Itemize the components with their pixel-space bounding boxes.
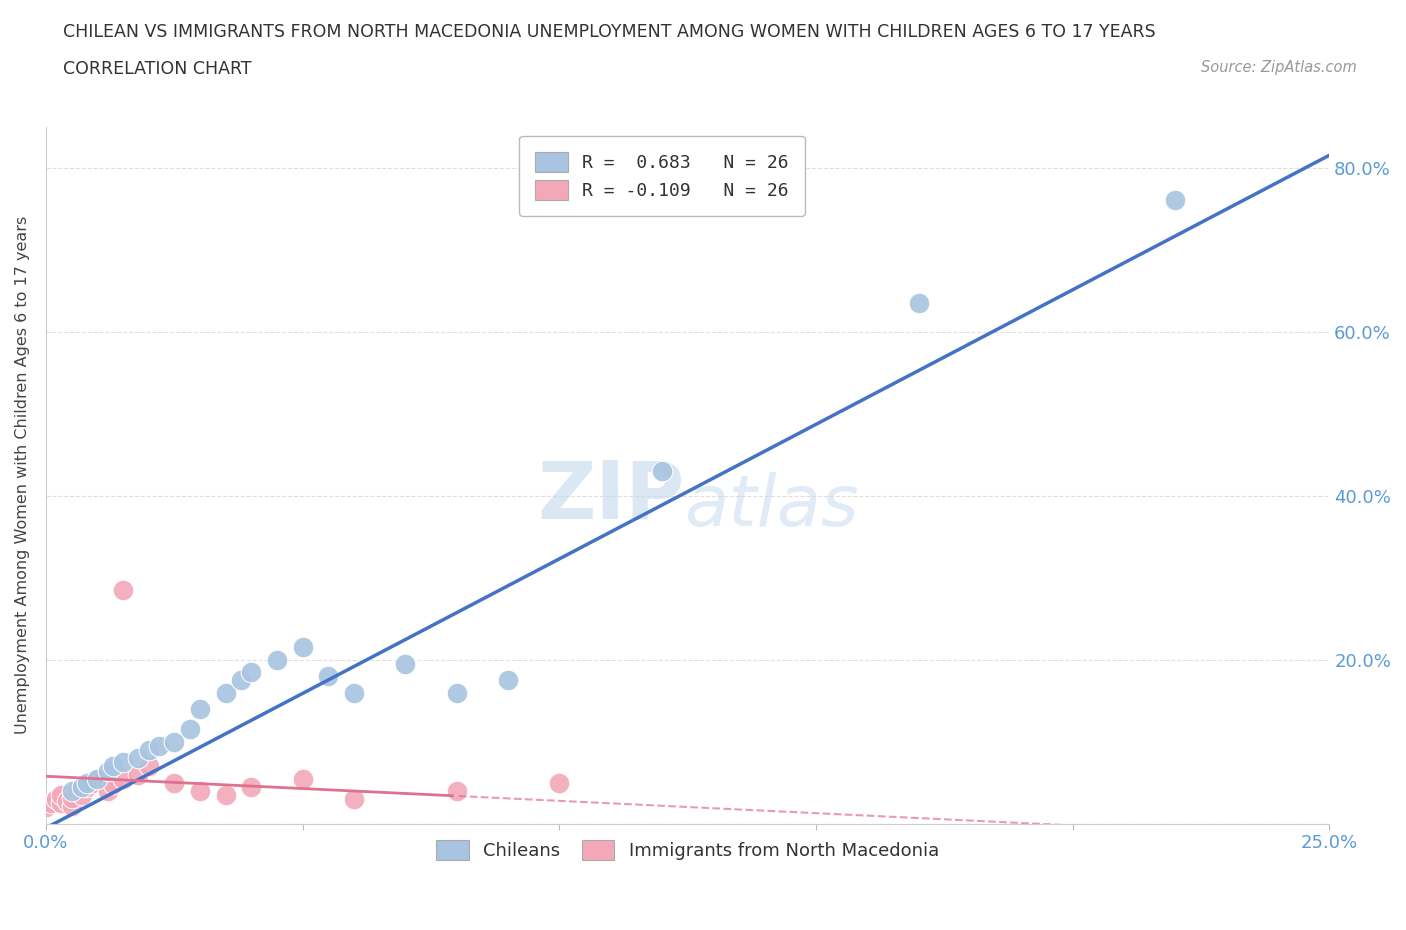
Point (76, 776, 98, 790)
Point (394, 657, 416, 671)
Point (60, 790, 83, 805)
Point (82, 776, 104, 790)
Point (45, 791, 67, 806)
Point (214, 788, 236, 803)
Point (76, 779, 98, 794)
Point (138, 742, 160, 757)
Point (60, 798, 83, 813)
Point (127, 751, 149, 765)
Point (101, 759, 124, 774)
Text: Source: ZipAtlas.com: Source: ZipAtlas.com (1201, 60, 1357, 75)
Point (60, 784, 83, 799)
Point (240, 665, 263, 680)
Point (214, 685, 236, 700)
Point (97, 784, 120, 799)
Point (188, 701, 211, 716)
Point (446, 685, 468, 700)
Point (51, 796, 73, 811)
Point (86, 771, 108, 786)
Point (111, 771, 134, 786)
Point (229, 672, 252, 687)
Point (127, 767, 149, 782)
Point (97, 763, 120, 777)
Point (51, 788, 73, 803)
Point (55, 793, 77, 808)
Text: atlas: atlas (683, 472, 858, 541)
Point (188, 784, 211, 799)
Point (148, 738, 170, 753)
Point (266, 652, 288, 667)
Point (70, 788, 93, 803)
Text: ZIP: ZIP (537, 458, 685, 535)
Point (70, 779, 93, 794)
Point (291, 640, 314, 655)
Point (111, 755, 134, 770)
Point (66, 784, 89, 799)
Point (1164, 193, 1187, 208)
Point (291, 771, 314, 786)
Point (343, 791, 366, 806)
Point (163, 735, 186, 750)
Point (163, 776, 186, 790)
Point (111, 582, 134, 597)
Point (496, 672, 519, 687)
Point (86, 771, 108, 786)
Legend: Chileans, Immigrants from North Macedonia: Chileans, Immigrants from North Macedoni… (429, 832, 946, 867)
Y-axis label: Unemployment Among Women with Children Ages 6 to 17 years: Unemployment Among Women with Children A… (15, 216, 30, 735)
Text: CORRELATION CHART: CORRELATION CHART (63, 60, 252, 78)
Point (35, 800, 58, 815)
Point (179, 722, 201, 737)
Point (138, 759, 160, 774)
Point (240, 779, 263, 794)
Point (446, 784, 468, 799)
Point (343, 685, 366, 700)
Point (101, 777, 124, 791)
Point (316, 669, 339, 684)
Point (907, 296, 929, 311)
Point (39, 796, 62, 811)
Point (548, 776, 571, 790)
Point (651, 464, 673, 479)
Text: CHILEAN VS IMMIGRANTS FROM NORTH MACEDONIA UNEMPLOYMENT AMONG WOMEN WITH CHILDRE: CHILEAN VS IMMIGRANTS FROM NORTH MACEDON… (63, 23, 1156, 41)
